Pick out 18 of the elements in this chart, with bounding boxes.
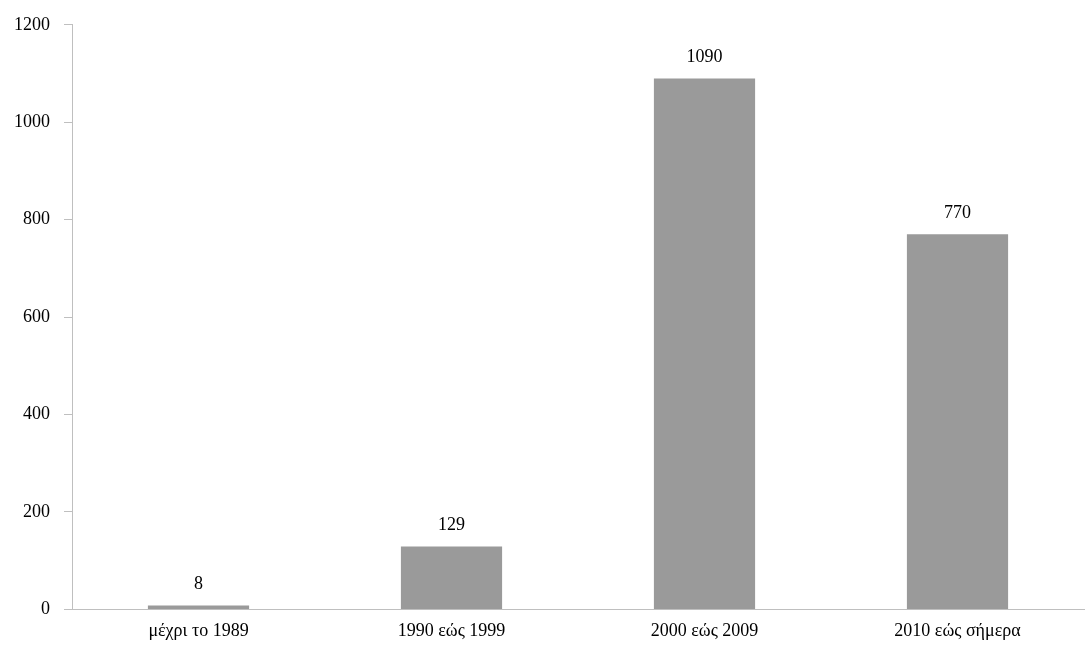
x-tick-label: μέχρι το 1989 [148,619,249,640]
y-tick-label: 800 [23,208,50,229]
y-tick-label: 600 [23,305,50,326]
x-tick-label: 2010 εώς σήμερα [894,619,1022,640]
bar [653,78,756,609]
x-tick-label: 1990 εώς 1999 [397,619,506,640]
data-label: 8 [194,573,203,594]
data-label: 770 [944,202,971,223]
x-tick-label: 2000 εώς 2009 [650,619,759,640]
data-label: 1090 [686,46,723,67]
bar [906,234,1009,609]
data-label: 129 [438,514,465,535]
bar [400,546,503,609]
y-tick-label: 200 [23,500,50,521]
y-tick-label: 0 [41,598,50,619]
y-tick-label: 400 [23,403,50,424]
y-tick-label: 1000 [14,110,50,131]
y-tick-label: 1200 [14,13,50,34]
